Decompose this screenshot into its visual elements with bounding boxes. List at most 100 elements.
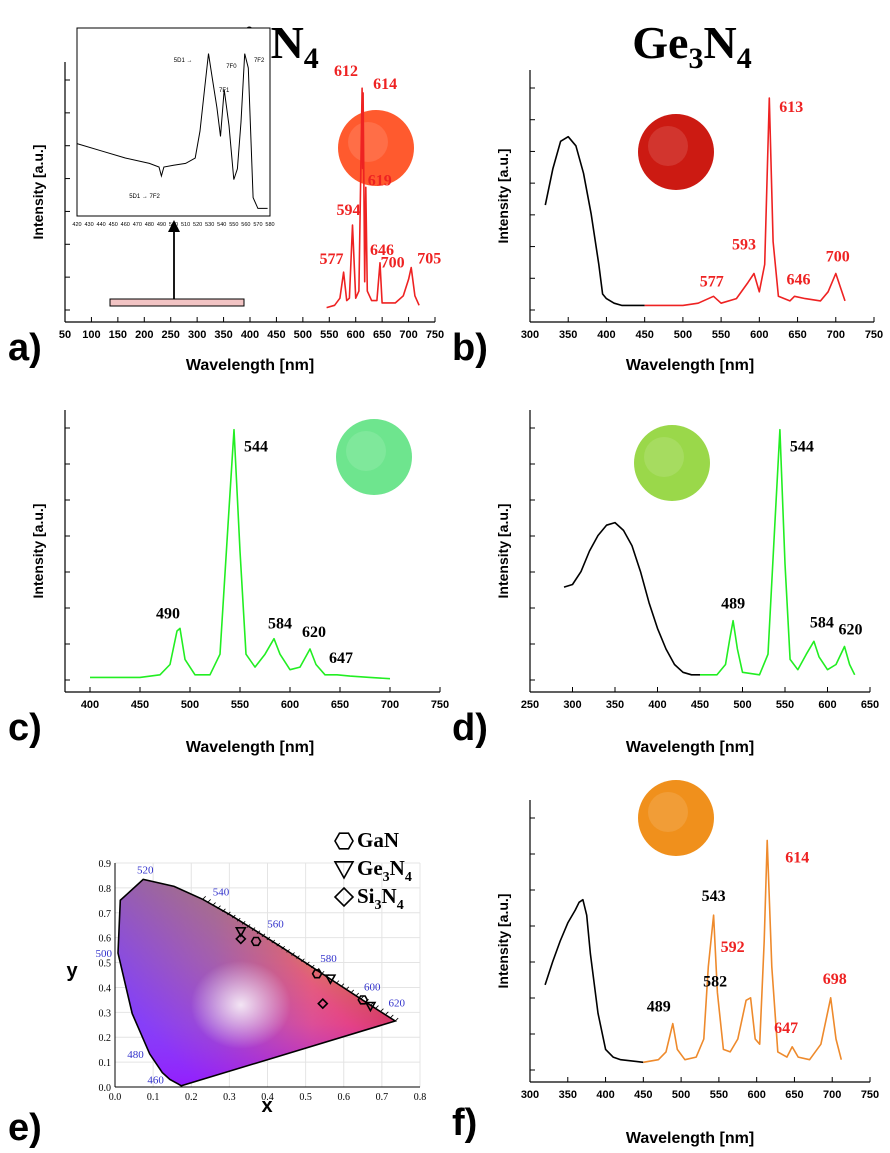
peak-label: 544 (244, 439, 268, 456)
locus-tick (276, 942, 281, 947)
x-tick-label: 650 (373, 329, 391, 341)
locus-tick (291, 952, 295, 956)
x-tick-label: 0.1 (147, 1092, 160, 1103)
wavelength-label: 480 (127, 1049, 144, 1061)
peak-label: 700 (381, 254, 405, 271)
locus-tick (227, 911, 231, 916)
x-tick-label: 450 (131, 699, 149, 711)
panel-a: 50 100 150 200 250 300 350 400 450 500 550 600 650 70… (8, 62, 444, 374)
y-tick-label: 0.6 (99, 934, 112, 945)
x-tick-label: 350 (559, 1089, 577, 1101)
y-axis-label: Intensity [a.u.] (495, 894, 511, 989)
x-axis-label: Wavelength [nm] (626, 1130, 754, 1147)
x-axis-label: Wavelength [nm] (186, 357, 314, 374)
x-tick-label: 700 (399, 329, 417, 341)
svg-text:Ge3N4: Ge3N4 (632, 17, 751, 75)
x-tick-label: 450 (634, 1089, 652, 1101)
y-axis-label: Intensity [a.u.] (30, 145, 46, 240)
panel-label: a) (8, 327, 42, 369)
x-tick-label: 600 (750, 329, 768, 341)
y-tick-label: 0.9 (99, 859, 112, 870)
locus-tick (311, 964, 315, 969)
x-tick-label: 600 (818, 699, 836, 711)
x-tick-label: 750 (426, 329, 444, 341)
x-tick-label: 700 (381, 699, 399, 711)
peak-label: 594 (337, 202, 361, 219)
y-tick-label: 0.2 (99, 1033, 112, 1044)
inset-frame (76, 27, 271, 217)
x-axis-label: Wavelength [nm] (186, 739, 314, 756)
inset-tick-label: 530 (205, 222, 214, 228)
inset-annotation: 7F1 (219, 88, 230, 94)
x-tick-label: 350 (606, 699, 624, 711)
series-line-1 (644, 97, 846, 307)
sample-photo (336, 419, 412, 495)
peak-label: 544 (790, 439, 814, 456)
panel-d: 250 300 350 400 450 500 550 600 650 Wavelength [n… (452, 410, 879, 756)
x-tick-label: 750 (431, 699, 449, 711)
x-tick-label: 400 (648, 699, 666, 711)
peak-label: 592 (721, 939, 745, 956)
x-tick-label: 250 (521, 699, 539, 711)
panel-label: b) (452, 327, 488, 369)
x-tick-label: 400 (241, 329, 259, 341)
peak-label: 489 (647, 999, 671, 1016)
x-axis-label: Wavelength [nm] (626, 739, 754, 756)
y-tick-label: 0.8 (99, 884, 112, 895)
panel-label: e) (8, 1107, 42, 1149)
wavelength-label: 520 (137, 864, 154, 876)
locus-tick (286, 949, 290, 953)
y-axis-label: y (66, 960, 78, 982)
sample-photo (338, 110, 414, 186)
locus-tick (217, 905, 221, 909)
locus-tick (246, 924, 251, 928)
inset-tick-label: 550 (229, 222, 238, 228)
series-line-1 (643, 839, 843, 1064)
locus-tick (207, 899, 211, 903)
x-tick-label: 600 (747, 1089, 765, 1101)
wavelength-label: 460 (147, 1075, 164, 1087)
inset-tick-label: 450 (109, 222, 118, 228)
peak-label: 619 (368, 172, 392, 189)
x-tick-label: 600 (281, 699, 299, 711)
x-axis-label: Wavelength [nm] (626, 357, 754, 374)
x-tick-label: 0.3 (223, 1092, 236, 1103)
y-axis-label: Intensity [a.u.] (30, 504, 46, 599)
locus-tick (222, 908, 226, 913)
wavelength-label: 500 (96, 948, 113, 960)
peak-label: 582 (703, 973, 727, 990)
series-line-0 (326, 87, 420, 309)
peak-label: 647 (774, 1020, 798, 1037)
data-point-hexagon (357, 995, 369, 1005)
panel-label: c) (8, 707, 42, 749)
x-tick-label: 350 (559, 329, 577, 341)
sample-highlight (648, 792, 688, 832)
x-tick-label: 350 (214, 329, 232, 341)
panel-c: 400 450 500 550 600 650 700 750 Wavelength [nm] I… (8, 410, 449, 756)
panel-label: f) (452, 1102, 477, 1144)
x-tick-label: 550 (776, 699, 794, 711)
x-tick-label: 550 (710, 1089, 728, 1101)
x-tick-label: 500 (294, 329, 312, 341)
data-point-diamond (317, 997, 329, 1010)
x-tick-label: 300 (521, 1089, 539, 1101)
locus-tick (296, 955, 300, 959)
x-tick-label: 150 (109, 329, 127, 341)
sample-photo (638, 114, 714, 190)
peak-label: 705 (417, 251, 441, 268)
locus-tick (355, 992, 360, 997)
peak-label: 700 (826, 249, 850, 266)
y-tick-label: 0.1 (99, 1058, 112, 1069)
wavelength-label: 620 (388, 997, 405, 1009)
peak-label: 646 (786, 271, 810, 288)
peak-label: 584 (810, 614, 834, 631)
x-tick-label: 0.2 (185, 1092, 198, 1103)
x-tick-label: 750 (861, 1089, 879, 1101)
series-line-1 (700, 428, 856, 676)
peak-label: 647 (329, 650, 353, 667)
x-tick-label: 600 (347, 329, 365, 341)
peak-label: 614 (785, 849, 809, 866)
locus-tick (202, 896, 206, 900)
x-tick-label: 500 (674, 329, 692, 341)
arrow-head (168, 220, 180, 232)
